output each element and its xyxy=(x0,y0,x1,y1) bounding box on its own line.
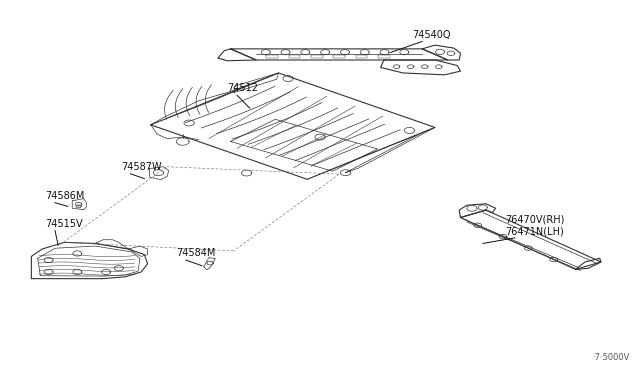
Text: 74512: 74512 xyxy=(227,83,259,93)
Text: 74584M: 74584M xyxy=(176,248,216,258)
Text: 74587W: 74587W xyxy=(121,162,161,172)
Text: 76470V(RH)
76471N(LH): 76470V(RH) 76471N(LH) xyxy=(505,214,564,236)
Text: 74540Q: 74540Q xyxy=(413,30,451,39)
Text: 74586M: 74586M xyxy=(45,191,84,201)
Text: ‧7·5000V: ‧7·5000V xyxy=(593,353,630,362)
Text: 74515V: 74515V xyxy=(45,219,83,229)
